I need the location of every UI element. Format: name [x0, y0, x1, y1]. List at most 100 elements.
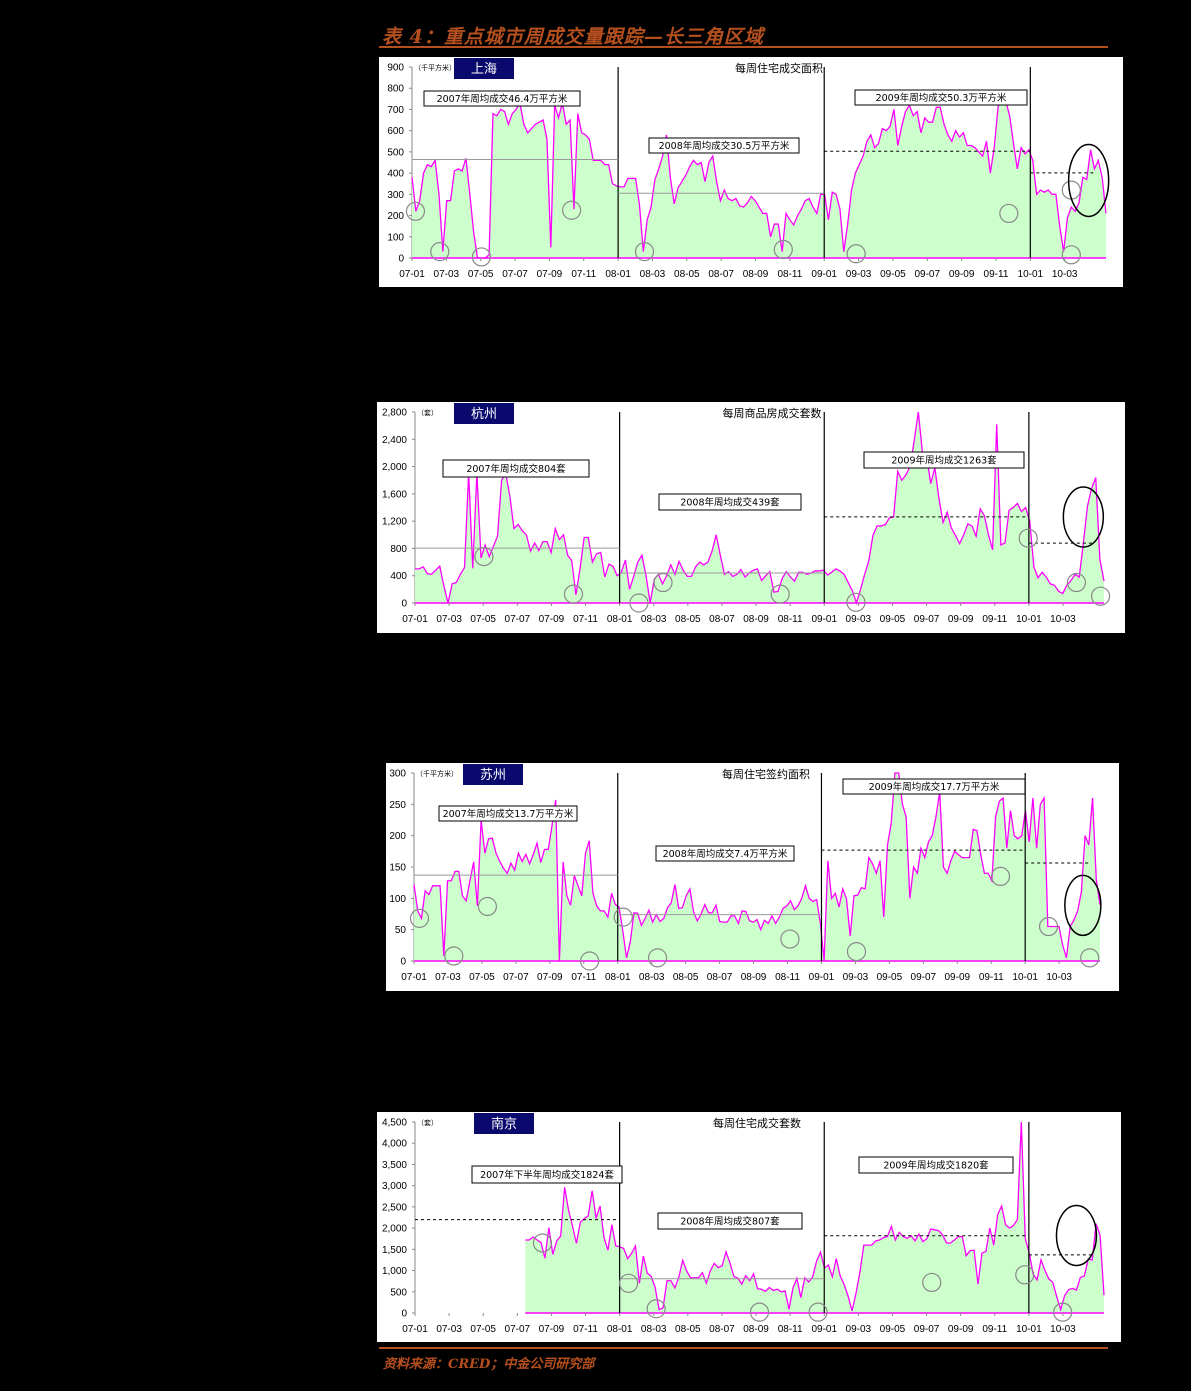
- x-tick-label: 08-07: [708, 269, 734, 280]
- highlight-circle: [1053, 1302, 1073, 1322]
- x-tick-label: 07-11: [573, 1324, 598, 1335]
- x-tick-label: 08-11: [777, 269, 802, 280]
- x-tick-label: 07-05: [468, 269, 494, 280]
- x-tick-label: 10-01: [1018, 269, 1044, 280]
- x-tick-label: 08-01: [605, 269, 631, 280]
- x-tick-label: 10-03: [1052, 269, 1078, 280]
- x-tick-label: 08-07: [709, 1324, 735, 1335]
- x-tick-label: 07-09: [537, 269, 563, 280]
- highlight-circle: [532, 1233, 553, 1253]
- x-tick-label: 09-01: [811, 614, 837, 625]
- city-badge: [463, 764, 523, 785]
- x-tick-label: 07-11: [571, 972, 596, 983]
- bottom-rule: [379, 1347, 1108, 1349]
- annotation-label: 2009年周均成交50.3万平方米: [876, 92, 1007, 104]
- x-tick-label: 09-07: [911, 972, 937, 983]
- y-tick-label: 0: [401, 1309, 407, 1320]
- y-tick-label: 500: [390, 1287, 407, 1298]
- x-tick-label: 08-11: [778, 1324, 803, 1335]
- x-tick-label: 08-01: [605, 972, 631, 983]
- highlight-circle: [999, 203, 1019, 224]
- annotation-box: [438, 805, 578, 822]
- chart-panel-hangzhou: 2,800 2,400 2,000 1,600 1,200 800 400 0 07-01 07-…: [377, 402, 1125, 633]
- x-tick-label: 07-09: [539, 1324, 565, 1335]
- city-badge: [454, 58, 514, 79]
- x-tick-label: 09-05: [880, 614, 906, 625]
- chart-title: 每周住宅签约面积: [722, 767, 810, 781]
- y-tick-label: 800: [387, 84, 404, 95]
- annotation-label: 2009年周均成交1263套: [891, 455, 997, 467]
- highlight-circle: [618, 1273, 639, 1293]
- x-tick-label: 07-07: [505, 614, 531, 625]
- highlight-circle: [922, 1272, 942, 1293]
- highlight-circle: [405, 201, 426, 221]
- x-tick-label: 09-03: [846, 614, 872, 625]
- annotation-label: 2009年周均成交1820套: [883, 1160, 989, 1172]
- chart-nanjing: 4,500 4,000 3,500 3,000 2,500 2,000 1,500 1,000…: [382, 1113, 1105, 1335]
- y-tick-label: 500: [387, 147, 404, 158]
- y-tick-label: 2,500: [382, 1202, 407, 1213]
- city-badge: [474, 1113, 534, 1134]
- x-tick-label: 08-01: [607, 614, 633, 625]
- highlight-circle: [474, 547, 494, 567]
- annotation-box: [442, 459, 590, 478]
- chart-hangzhou: 2,800 2,400 2,000 1,600 1,200 800 400 0 07-01 07-…: [382, 403, 1111, 625]
- x-tick-label: 09-05: [880, 269, 906, 280]
- x-tick-label: 07-03: [434, 269, 460, 280]
- highlight-circle: [471, 247, 492, 267]
- x-tick-label: 07-01: [402, 1324, 428, 1335]
- x-tick-label: 07-03: [436, 1324, 462, 1335]
- x-tick-label: 08-11: [775, 972, 800, 983]
- x-tick-label: 08-05: [675, 1324, 701, 1335]
- x-tick-label: 09-01: [811, 1324, 837, 1335]
- highlight-circle: [1038, 916, 1059, 937]
- y-tick-label: 2,400: [382, 435, 407, 446]
- x-tick-label: 07-09: [539, 614, 565, 625]
- y-tick-label: 2,800: [382, 408, 407, 419]
- annotation-box: [858, 1156, 1014, 1174]
- x-tick-label: 10-03: [1050, 614, 1076, 625]
- y-tick-label: 50: [395, 925, 407, 936]
- x-tick-label: 08-05: [674, 269, 700, 280]
- highlight-circle: [1066, 572, 1087, 593]
- highlight-circle: [562, 200, 582, 220]
- y-tick-label: 200: [389, 831, 406, 842]
- x-tick-label: 09-09: [948, 614, 974, 625]
- highlight-circle: [749, 1302, 770, 1322]
- y-tick-label: 250: [389, 800, 406, 811]
- highlight-circle: [1061, 245, 1081, 265]
- x-tick-label: 08-11: [778, 614, 803, 625]
- x-tick-label: 08-09: [743, 1324, 769, 1335]
- chart-suzhou: 300 250 200 150 100 50 0 07-01 07-03 07-05 07-07 07…: [389, 764, 1102, 983]
- highlight-circle: [580, 951, 600, 971]
- x-tick-label: 09-05: [880, 1324, 906, 1335]
- y-tick-label: 700: [387, 105, 404, 116]
- x-tick-label: 09-09: [949, 269, 975, 280]
- y-tick-label: 800: [390, 544, 407, 555]
- x-tick-label: 08-09: [741, 972, 767, 983]
- annotation-box: [863, 451, 1025, 469]
- x-tick-label: 07-07: [505, 1324, 531, 1335]
- annotation-label: 2008年周均成交439套: [680, 497, 780, 509]
- x-tick-label: 07-05: [469, 972, 495, 983]
- x-tick-label: 09-01: [811, 269, 837, 280]
- highlight-circle: [780, 929, 800, 949]
- x-tick-label: 08-05: [673, 972, 699, 983]
- annotation-box: [657, 1212, 803, 1230]
- highlight-circle: [563, 584, 584, 604]
- x-tick-label: 08-07: [709, 614, 735, 625]
- highlight-circle: [1080, 948, 1100, 968]
- highlight-circle: [846, 244, 866, 264]
- annotation-label: 2007年周均成交13.7万平方米: [443, 808, 574, 820]
- x-tick-label: 10-01: [1016, 1324, 1042, 1335]
- city-label: 杭州: [471, 407, 497, 422]
- x-tick-label: 09-07: [914, 269, 940, 280]
- x-tick-label: 09-11: [979, 972, 1004, 983]
- x-tick-label: 10-01: [1012, 972, 1038, 983]
- area-fill: [414, 773, 1100, 961]
- highlight-circle: [808, 1302, 828, 1322]
- annotation-box: [648, 137, 800, 154]
- city-label: 苏州: [480, 767, 506, 783]
- highlight-circle: [770, 584, 790, 604]
- x-tick-label: 09-11: [982, 614, 1007, 625]
